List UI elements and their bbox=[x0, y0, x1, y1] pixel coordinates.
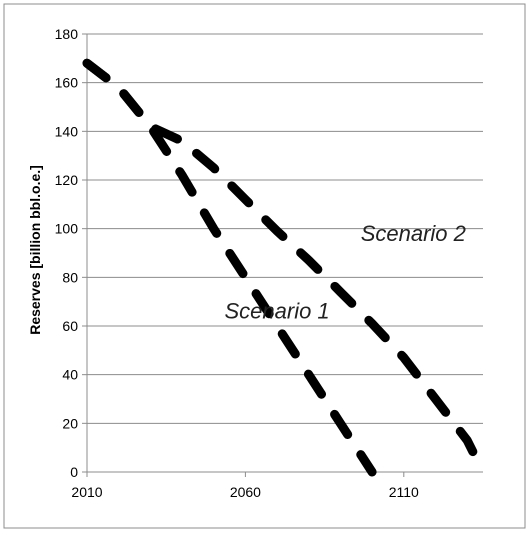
chart-border bbox=[3, 3, 526, 529]
x-tick-labels: 2010 2060 2110 bbox=[71, 484, 419, 500]
y-tick-label: 100 bbox=[55, 221, 79, 237]
y-axis-label: Reserves [billion bbl.o.e.] bbox=[27, 165, 43, 335]
annotation-scenario-1: Scenario 1 bbox=[224, 299, 329, 324]
series-line-2 bbox=[82, 58, 488, 477]
y-tick-label: 60 bbox=[62, 318, 78, 334]
y-tick-label: 180 bbox=[55, 26, 79, 42]
y-tick-labels: 0 20 40 60 80 100 120 140 160 180 bbox=[55, 26, 79, 480]
y-tick-label: 40 bbox=[62, 367, 78, 383]
annotation-scenario-2: Scenario 2 bbox=[361, 221, 466, 246]
series-lines bbox=[82, 58, 488, 477]
y-tick-label: 80 bbox=[62, 269, 78, 285]
annotations: Scenario 1 Scenario 2 bbox=[224, 221, 465, 324]
y-tick-label: 120 bbox=[55, 172, 79, 188]
y-tick-label: 0 bbox=[70, 464, 78, 480]
y-tick-label: 140 bbox=[55, 123, 79, 139]
x-tick-label: 2110 bbox=[389, 484, 419, 500]
y-tick-label: 160 bbox=[55, 75, 79, 91]
x-tick-label: 2010 bbox=[71, 484, 102, 500]
x-tick-label: 2060 bbox=[230, 484, 261, 500]
gridlines bbox=[87, 33, 483, 424]
axes bbox=[82, 33, 483, 477]
y-tick-label: 20 bbox=[62, 415, 78, 431]
